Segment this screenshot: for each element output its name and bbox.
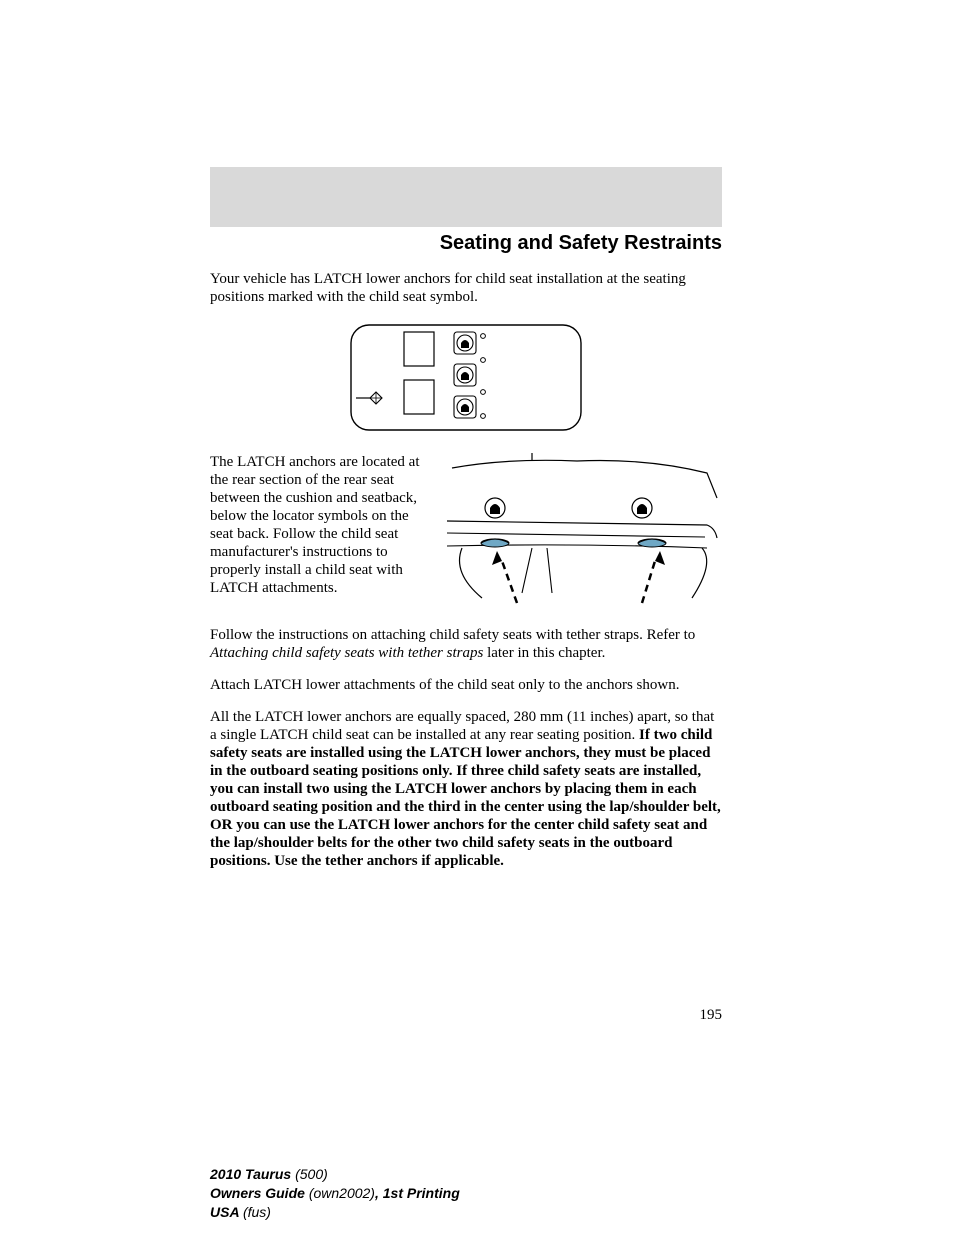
paragraph-5: All the LATCH lower anchors are equally … — [210, 708, 722, 870]
rear-seat-diagram — [447, 453, 722, 608]
seat-edge-line — [460, 548, 483, 598]
seat-square-2 — [404, 380, 434, 414]
small-circle — [481, 334, 486, 339]
footer-model-code: (500) — [295, 1166, 328, 1182]
small-circle — [481, 358, 486, 363]
seat-layout-diagram — [346, 320, 586, 435]
seat-line — [447, 533, 705, 537]
header-gray-bar — [210, 167, 722, 227]
paragraph-3: Follow the instructions on attaching chi… — [210, 626, 722, 662]
arrow-indicator — [642, 551, 665, 603]
anchor-clip — [638, 539, 666, 547]
footer-region: USA — [210, 1204, 243, 1220]
seat-square-1 — [404, 332, 434, 366]
latch-icon — [454, 332, 476, 354]
seat-seam-line — [547, 548, 552, 593]
footer-guide-code: (own2002) — [309, 1185, 375, 1201]
footer-line-2: Owners Guide (own2002), 1st Printing — [210, 1184, 722, 1203]
text-diagram-row: The LATCH anchors are located at the rea… — [210, 453, 722, 608]
anchor-clip — [481, 539, 509, 547]
latch-icon — [454, 364, 476, 386]
footer-block: 2010 Taurus (500) Owners Guide (own2002)… — [210, 1165, 722, 1222]
paragraph-2: The LATCH anchors are located at the rea… — [210, 453, 447, 597]
latch-icon — [454, 396, 476, 418]
latch-icon — [485, 498, 505, 518]
footer-guide: Owners Guide — [210, 1185, 309, 1201]
footer-line-1: 2010 Taurus (500) — [210, 1165, 722, 1184]
para3-text-b: later in this chapter. — [483, 645, 605, 661]
paragraph-1: Your vehicle has LATCH lower anchors for… — [210, 270, 722, 306]
page-number: 195 — [210, 1007, 722, 1024]
paragraph-4: Attach LATCH lower attachments of the ch… — [210, 676, 722, 694]
footer-model: 2010 Taurus — [210, 1166, 295, 1182]
arrow-indicator — [492, 551, 517, 603]
page-content: Your vehicle has LATCH lower anchors for… — [210, 270, 722, 884]
seat-top-line — [452, 460, 717, 498]
seat-seam-line — [522, 548, 532, 593]
para3-italic: Attaching child safety seats with tether… — [210, 645, 483, 661]
latch-icon — [632, 498, 652, 518]
small-circle — [481, 390, 486, 395]
seat-edge-line — [692, 548, 707, 598]
footer-printing: , 1st Printing — [375, 1185, 460, 1201]
para3-text-a: Follow the instructions on attaching chi… — [210, 627, 695, 643]
diamond-marker — [370, 392, 382, 404]
footer-line-3: USA (fus) — [210, 1203, 722, 1222]
small-circle — [481, 414, 486, 419]
section-title: Seating and Safety Restraints — [210, 232, 722, 255]
para5-bold: If two child safety seats are installed … — [210, 727, 721, 869]
footer-region-code: (fus) — [243, 1204, 271, 1220]
